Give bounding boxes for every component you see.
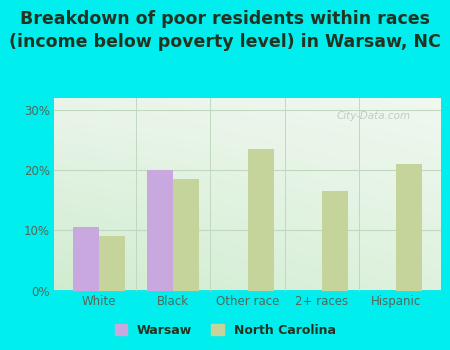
Bar [396,164,423,290]
Bar [72,228,99,290]
Legend: Warsaw, North Carolina: Warsaw, North Carolina [109,319,341,342]
Bar [147,170,173,290]
Bar [173,179,199,290]
Text: City-Data.com: City-Data.com [337,111,411,121]
Text: Breakdown of poor residents within races
(income below poverty level) in Warsaw,: Breakdown of poor residents within races… [9,10,441,51]
Bar [99,236,125,290]
Bar [248,149,274,290]
Bar [322,191,348,290]
